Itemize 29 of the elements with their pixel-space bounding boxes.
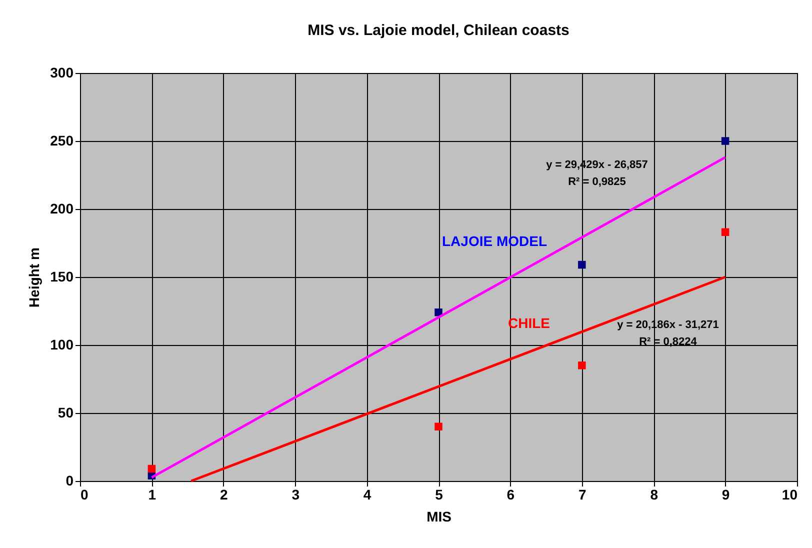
x-tick-label: 10 (782, 486, 798, 502)
x-axis-title: MIS (426, 508, 452, 524)
y-tick-label: 300 (50, 64, 74, 80)
point (721, 137, 730, 145)
x-tick-label: 4 (363, 486, 372, 502)
x-tick-label: 6 (506, 486, 515, 502)
x-tick-label: 1 (148, 486, 156, 502)
x-tick-label: 2 (220, 486, 228, 502)
x-tick-label: 8 (650, 486, 658, 502)
point (434, 422, 442, 430)
point (721, 228, 730, 236)
point (148, 464, 156, 473)
y-tick-label: 250 (50, 132, 74, 148)
x-tick-label: 0 (80, 486, 88, 502)
x-tick-label: 7 (578, 486, 586, 502)
point (434, 308, 442, 316)
point (578, 260, 586, 269)
y-tick-label: 0 (66, 472, 74, 488)
y-tick-label: 50 (58, 404, 74, 420)
annotation: R² = 0,9825 (568, 176, 626, 188)
x-tick-label: 9 (722, 486, 730, 502)
y-tick-label: 150 (50, 268, 74, 284)
x-tick-label: 5 (435, 486, 444, 502)
point (578, 362, 586, 370)
y-tick-label: 100 (50, 336, 74, 352)
chart-title: MIS vs. Lajoie model, Chilean coasts (308, 22, 570, 39)
y-tick-label: 200 (50, 200, 74, 216)
x-tick-label: 3 (292, 486, 300, 502)
y-axis-title: Height m (26, 248, 42, 308)
